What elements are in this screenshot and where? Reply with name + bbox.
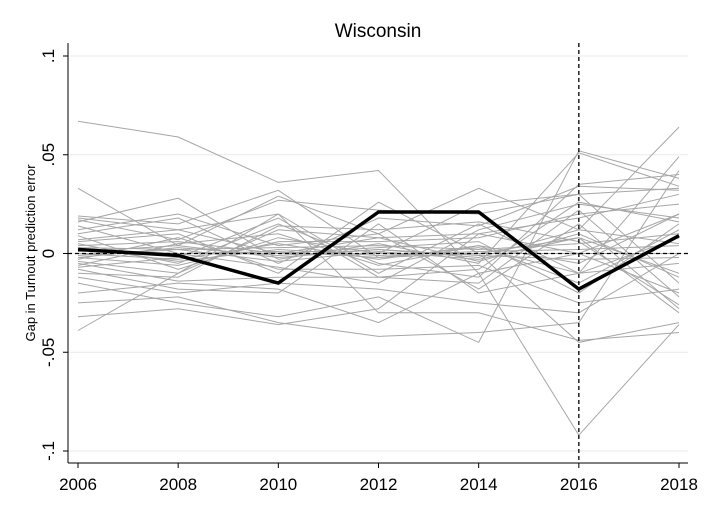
- x-tick-label: 2006: [59, 475, 97, 494]
- x-tick-label: 2014: [460, 475, 498, 494]
- y-tick-label: -.05: [39, 338, 58, 367]
- x-tick-label: 2012: [360, 475, 398, 494]
- treated-series-line: [77, 210, 680, 291]
- placebo-series-line-32: [77, 201, 680, 278]
- treated-series-group: [77, 210, 680, 291]
- y-tick-label: .1: [39, 49, 58, 63]
- placebo-series-line-7: [77, 213, 680, 310]
- placebo-series-line-30: [77, 187, 680, 241]
- placebo-series-line-5: [77, 152, 680, 264]
- placebo-series-line-27: [77, 170, 680, 337]
- chart-title: Wisconsin: [335, 21, 422, 42]
- x-tick-label: 2018: [660, 475, 698, 494]
- reference-lines: [68, 43, 688, 463]
- y-tick-label: 0: [39, 249, 58, 258]
- y-tick-label: .05: [39, 143, 58, 167]
- x-tick-label: 2008: [159, 475, 197, 494]
- y-tick-label: -.1: [39, 441, 58, 461]
- placebo-series-line-11: [77, 223, 680, 294]
- placebo-series-line-16: [77, 237, 680, 274]
- axes: -.1 -.05 0 .05 .1 2006 2008 2010 2012 2014 2016 201…: [39, 43, 698, 494]
- y-axis-label: Gap in Turnout prediction error: [23, 164, 38, 342]
- placebo-series-line-36: [77, 247, 680, 260]
- x-tick-label: 2016: [560, 475, 598, 494]
- placebo-series-line-22: [77, 223, 680, 294]
- x-tick-label: 2010: [259, 475, 297, 494]
